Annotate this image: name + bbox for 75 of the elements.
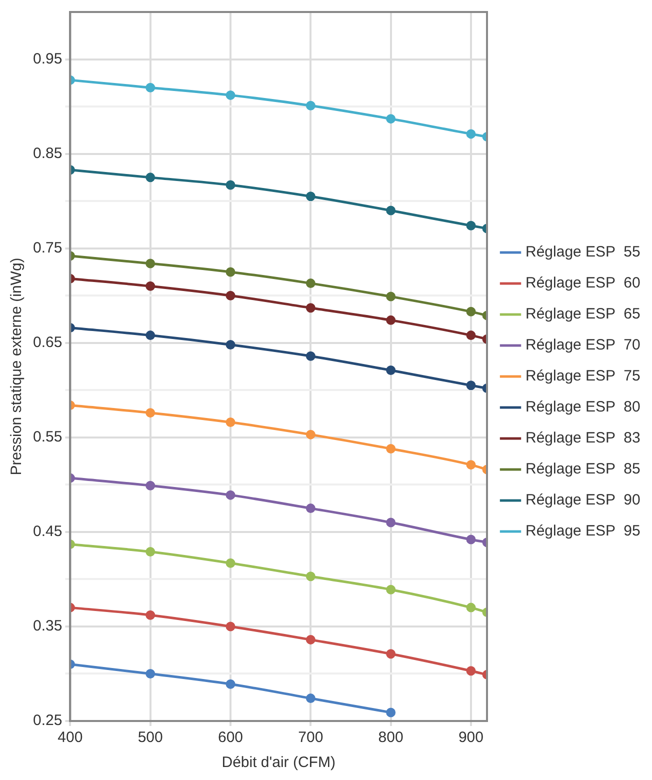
y-tick-label: 0.75 [32,239,62,256]
x-tick-label: 900 [458,729,484,746]
y-tick-label: 0.45 [32,523,62,540]
point [306,303,316,313]
point [306,192,316,202]
legend-label: Réglage ESP 90 [526,492,640,509]
point [466,330,476,340]
point [386,584,396,594]
point [466,129,476,139]
point [226,490,236,500]
point [226,290,236,300]
point [386,366,396,376]
point [226,180,236,190]
point [146,330,156,340]
y-tick-label: 0.65 [32,334,62,352]
point [466,220,476,230]
point [146,547,156,557]
point [386,708,396,718]
y-tick-label: 0.35 [32,618,62,635]
point [306,278,316,288]
y-axis-title: Pression statique externe (inWg) [8,258,26,476]
legend-label: Réglage ESP 75 [526,368,640,385]
x-tick-label: 700 [298,729,324,746]
legend-label: Réglage ESP 80 [526,398,640,416]
point [466,666,476,676]
y-tick-label: 0.85 [32,144,62,162]
point [146,172,156,182]
point [226,267,236,277]
point [386,206,396,216]
point [466,380,476,390]
point [146,281,156,291]
point [146,668,156,678]
point [466,306,476,316]
point [146,82,156,92]
y-tick-label: 0.55 [32,428,62,446]
x-tick-label: 400 [58,729,83,746]
point [386,315,396,325]
point [306,694,316,704]
point [466,460,476,470]
legend-label: Réglage ESP 85 [526,460,640,478]
x-tick-label: 500 [138,729,163,746]
legend-label: Réglage ESP 83 [526,430,640,447]
point [306,504,316,514]
point [306,351,316,361]
legend-label: Réglage ESP 65 [526,306,640,323]
point [466,602,476,612]
y-tick-label: 0.95 [32,50,62,68]
point [226,340,236,350]
point [226,679,236,689]
point [306,634,316,644]
legend-label: Réglage ESP 60 [526,274,640,292]
point [386,114,396,124]
y-tick-label: 0.25 [32,712,62,730]
point [146,610,156,620]
x-axis-title: Débit d'air (CFM) [222,754,336,772]
legend-label: Réglage ESP 55 [526,244,640,261]
point [306,100,316,110]
point [146,258,156,268]
point [146,408,156,418]
point [306,572,316,582]
point [226,90,236,100]
point [146,480,156,490]
legend-label: Réglage ESP 70 [526,336,640,354]
point [386,518,396,528]
point [226,418,236,428]
point [466,534,476,544]
point [386,444,396,454]
point [386,292,396,302]
x-tick-label: 600 [218,729,244,746]
point [226,558,236,568]
point [226,622,236,632]
x-tick-label: 800 [378,729,404,746]
point [386,649,396,659]
point [306,430,316,440]
legend-label: Réglage ESP 95 [526,522,640,540]
